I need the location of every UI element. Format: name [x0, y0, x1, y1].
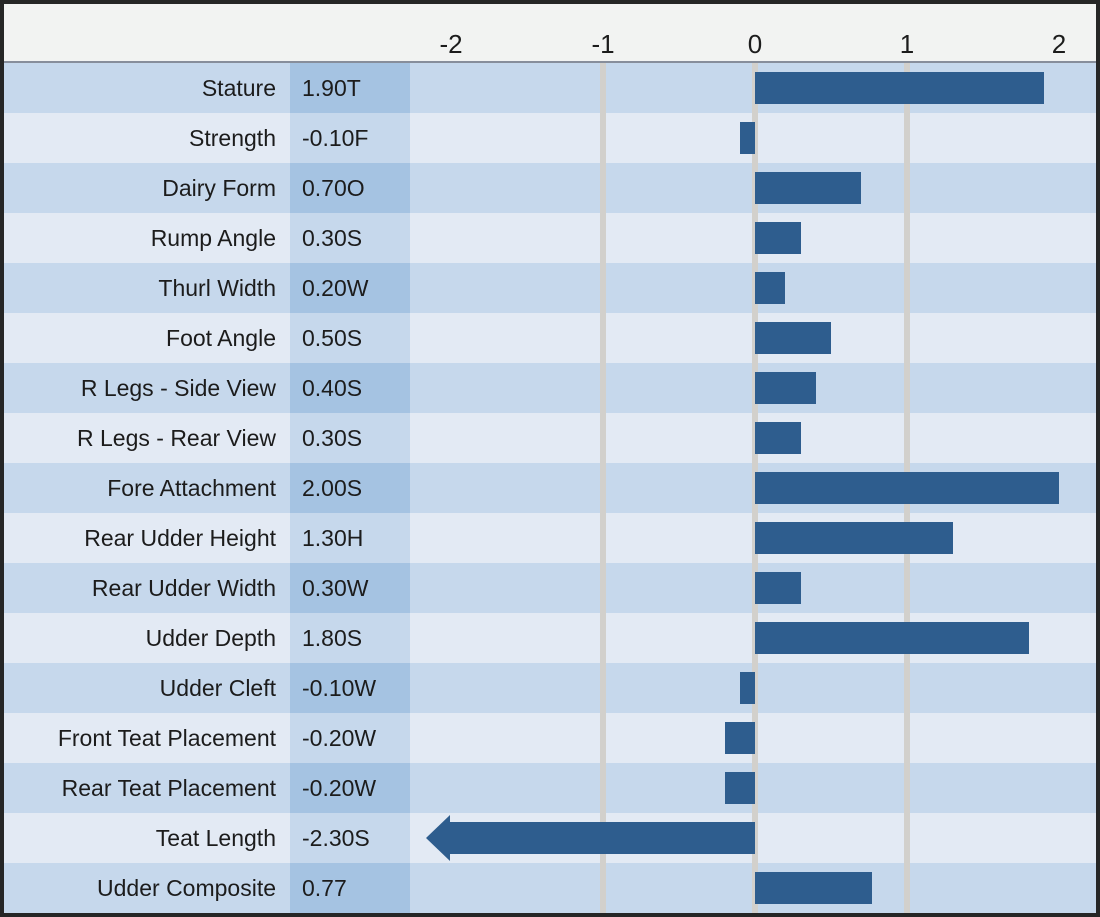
trait-bar — [740, 122, 755, 154]
trait-label: Dairy Form — [162, 175, 276, 201]
trait-row: Teat Length -2.30S — [4, 813, 1096, 863]
trait-label: Rump Angle — [150, 225, 276, 251]
trait-label: Front Teat Placement — [57, 725, 276, 751]
trait-bar — [725, 772, 755, 804]
trait-label: Teat Length — [155, 825, 276, 851]
trait-label: Fore Attachment — [107, 475, 276, 501]
trait-bar — [755, 222, 801, 254]
trait-label: R Legs - Rear View — [77, 425, 276, 451]
axis-tick-label: 0 — [747, 29, 763, 59]
trait-bar — [755, 322, 831, 354]
trait-row: R Legs - Side View 0.40S — [4, 363, 1096, 413]
trait-value: 0.30S — [290, 213, 410, 263]
trait-bar — [755, 272, 785, 304]
trait-value: 0.30W — [290, 563, 410, 613]
chart-body: Stature 1.90T Strength -0.10F Dairy Form 0.70… — [4, 63, 1096, 913]
trait-bar — [755, 72, 1044, 104]
trait-row: Foot Angle 0.50S — [4, 313, 1096, 363]
trait-row: Dairy Form 0.70O — [4, 163, 1096, 213]
trait-value: 2.00S — [290, 463, 410, 513]
trait-bar — [755, 872, 872, 904]
trait-value: 0.30S — [290, 413, 410, 463]
trait-row: Rear Teat Placement -0.20W — [4, 763, 1096, 813]
trait-bar — [755, 572, 801, 604]
trait-bar — [755, 422, 801, 454]
trait-bar — [740, 672, 755, 704]
axis-tick-label: -2 — [439, 29, 463, 59]
trait-value: 1.30H — [290, 513, 410, 563]
trait-value: -0.10W — [290, 663, 410, 713]
trait-value: 0.40S — [290, 363, 410, 413]
trait-row: Thurl Width 0.20W — [4, 263, 1096, 313]
trait-row: Udder Composite 0.77 — [4, 863, 1096, 913]
trait-value: -0.20W — [290, 763, 410, 813]
trait-label: Foot Angle — [166, 325, 276, 351]
trait-label: Rear Udder Height — [84, 525, 276, 551]
trait-row: Rear Udder Height 1.30H — [4, 513, 1096, 563]
trait-row: R Legs - Rear View 0.30S — [4, 413, 1096, 463]
trait-bar — [450, 822, 755, 854]
trait-value: 0.20W — [290, 263, 410, 313]
trait-label: Rear Teat Placement — [61, 775, 276, 801]
trait-value: -2.30S — [290, 813, 410, 863]
trait-value: 1.80S — [290, 613, 410, 663]
axis-tick-label: -1 — [591, 29, 615, 59]
trait-label: Stature — [201, 75, 276, 101]
trait-row: Udder Depth 1.80S — [4, 613, 1096, 663]
trait-value: 0.50S — [290, 313, 410, 363]
trait-value: 1.90T — [290, 63, 410, 113]
trait-row: Stature 1.90T — [4, 63, 1096, 113]
trait-row: Fore Attachment 2.00S — [4, 463, 1096, 513]
trait-bar — [755, 622, 1029, 654]
trait-label: Rear Udder Width — [91, 575, 276, 601]
trait-row: Strength -0.10F — [4, 113, 1096, 163]
axis-header: -2 -1 0 1 2 — [4, 4, 1096, 63]
off-scale-arrow-head — [426, 815, 450, 861]
trait-label: Thurl Width — [158, 275, 276, 301]
trait-label: Udder Composite — [97, 875, 276, 901]
axis-tick-label: 2 — [1051, 29, 1067, 59]
trait-label: Udder Cleft — [159, 675, 276, 701]
trait-row: Rear Udder Width 0.30W — [4, 563, 1096, 613]
trait-label: Strength — [189, 125, 276, 151]
gridline — [600, 63, 606, 913]
trait-value: -0.20W — [290, 713, 410, 763]
axis-tick-label: 1 — [899, 29, 915, 59]
trait-label: R Legs - Side View — [80, 375, 276, 401]
trait-value: 0.77 — [290, 863, 410, 913]
trait-bar — [755, 522, 953, 554]
trait-value: 0.70O — [290, 163, 410, 213]
trait-row: Udder Cleft -0.10W — [4, 663, 1096, 713]
trait-row: Front Teat Placement -0.20W — [4, 713, 1096, 763]
trait-bar — [755, 372, 816, 404]
trait-bar — [755, 172, 861, 204]
trait-value: -0.10F — [290, 113, 410, 163]
trait-label: Udder Depth — [145, 625, 276, 651]
trait-bar — [755, 472, 1059, 504]
trait-bar — [725, 722, 755, 754]
trait-row: Rump Angle 0.30S — [4, 213, 1096, 263]
